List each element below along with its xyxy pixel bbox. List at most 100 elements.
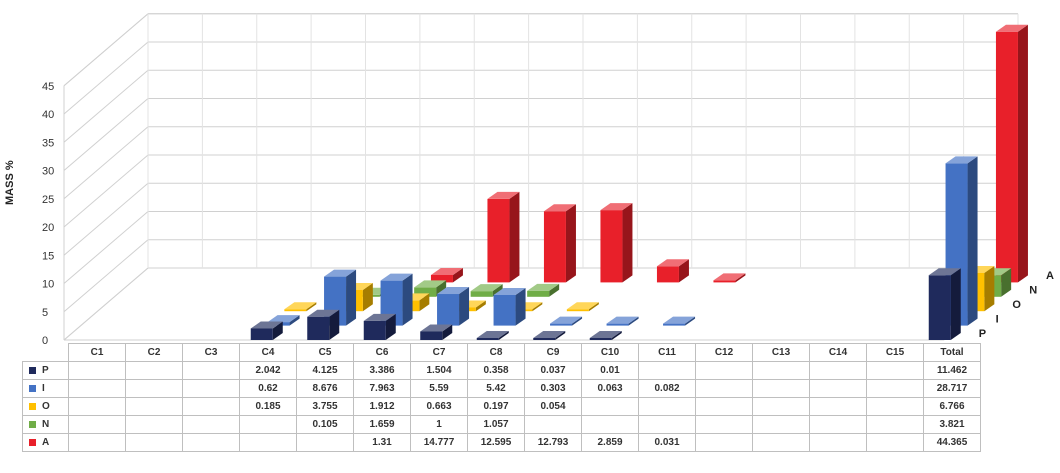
bar-A-C8 xyxy=(543,211,566,283)
x-tick-label: C7 xyxy=(410,343,468,362)
table-cell xyxy=(239,415,297,434)
table-cell xyxy=(182,361,240,380)
table-cell: 11.462 xyxy=(923,361,981,380)
table-cell: 44.365 xyxy=(923,433,981,452)
table-cell: 0.197 xyxy=(467,397,525,416)
table-cell xyxy=(182,379,240,398)
x-tick-label: C11 xyxy=(638,343,696,362)
bar-top-P-C5 xyxy=(307,309,340,317)
bar-P-C9 xyxy=(533,338,556,340)
table-cell: 0.663 xyxy=(410,397,468,416)
x-tick-label: C1 xyxy=(68,343,126,362)
bar-side-P-C10 xyxy=(611,331,622,340)
bar-side-O-C6 xyxy=(419,293,430,312)
bar-side-P-C9 xyxy=(555,331,566,340)
bar-side-O-C4 xyxy=(306,302,317,312)
bar-top-I-Total xyxy=(945,156,978,164)
x-tick-label: C3 xyxy=(182,343,240,362)
bar-I-C7 xyxy=(437,294,460,326)
table-cell xyxy=(125,433,183,452)
bar-top-P-C9 xyxy=(533,331,566,338)
table-cell: 0.037 xyxy=(524,361,582,380)
bar-side-O-Total xyxy=(984,265,995,312)
table-cell xyxy=(809,433,867,452)
bar-top-A-Total xyxy=(995,24,1028,32)
bar-top-P-C6 xyxy=(363,313,396,321)
table-cell xyxy=(866,433,924,452)
table-cell: 0.105 xyxy=(296,415,354,434)
bar-side-O-C5 xyxy=(362,282,373,312)
table-cell xyxy=(524,415,582,434)
bar-top-I-C11 xyxy=(663,316,696,324)
table-cell xyxy=(809,415,867,434)
bar-top-A-C8 xyxy=(543,204,576,212)
table-cell xyxy=(695,397,753,416)
bar-A-C7 xyxy=(487,198,510,283)
table-cell: 2.042 xyxy=(239,361,297,380)
table-row: N 0.105 1.659 1 1.057 3.821 xyxy=(22,415,981,434)
table-cell: 4.125 xyxy=(296,361,354,380)
bar-P-Total xyxy=(928,275,951,340)
gridline-side xyxy=(63,69,149,143)
bar-top-A-C6 xyxy=(430,267,463,275)
bar-P-C6 xyxy=(363,320,386,340)
table-cell xyxy=(809,379,867,398)
table-cell xyxy=(809,397,867,416)
bar-top-A-C11 xyxy=(713,273,746,281)
bar-top-O-C4 xyxy=(284,302,317,310)
bar-P-C10 xyxy=(589,338,612,340)
table-row: A 1.31 14.777 12.595 12.793 2.859 0.031 44.365 xyxy=(22,433,981,452)
bar-side-A-C8 xyxy=(565,204,576,283)
data-table: C1 C2 C3 C4 C5 C6 C7 C8 C9 C10 C11 C12 C13 C14 C15 Tota… xyxy=(22,343,981,452)
y-tick-label: 40 xyxy=(42,109,54,121)
x-tick-label: C10 xyxy=(581,343,639,362)
table-cell: 8.676 xyxy=(296,379,354,398)
table-cell xyxy=(182,415,240,434)
bar-side-A-C7 xyxy=(509,191,520,283)
table-cell xyxy=(695,433,753,452)
gridline-side xyxy=(63,154,149,228)
legend-item-A: A xyxy=(22,433,69,452)
bar-top-I-C10 xyxy=(606,316,639,324)
bar-side-N-C6 xyxy=(436,280,447,297)
x-tick-label: C6 xyxy=(353,343,411,362)
legend-label: A xyxy=(42,437,50,448)
table-cell xyxy=(581,415,639,434)
table-cell: 12.595 xyxy=(467,433,525,452)
table-cell xyxy=(695,415,753,434)
bar-A-C10 xyxy=(656,266,679,283)
table-cell: 6.766 xyxy=(923,397,981,416)
table-cell xyxy=(695,361,753,380)
legend-label: P xyxy=(42,365,49,376)
table-cell: 2.859 xyxy=(581,433,639,452)
bar-I-C10 xyxy=(606,323,629,326)
gridline-side xyxy=(63,239,149,313)
table-cell: 0.303 xyxy=(524,379,582,398)
depth-axis-label-O: O xyxy=(1012,299,1021,311)
bar-top-I-C4 xyxy=(267,315,300,323)
bar-side-A-C9 xyxy=(622,203,633,283)
x-tick-label: C2 xyxy=(125,343,183,362)
bar-O-C4 xyxy=(284,309,307,312)
table-cell xyxy=(296,433,354,452)
bar-P-C7 xyxy=(420,331,443,340)
bar-side-I-C7 xyxy=(459,287,470,326)
table-cell: 0.054 xyxy=(524,397,582,416)
table-corner xyxy=(23,344,69,362)
bar-side-A-Total xyxy=(1017,24,1028,283)
bar-side-I-C6 xyxy=(402,273,413,326)
table-cell: 3.755 xyxy=(296,397,354,416)
bar-top-I-C9 xyxy=(550,316,583,324)
bar-side-O-C9 xyxy=(588,302,599,312)
bar-side-I-C10 xyxy=(628,316,639,326)
bar-top-P-C8 xyxy=(476,330,509,338)
bar-P-C4 xyxy=(250,328,273,340)
bar-I-C8 xyxy=(493,294,516,326)
table-cell xyxy=(125,397,183,416)
bar-side-P-Total xyxy=(950,268,961,340)
x-tick-label: C9 xyxy=(524,343,582,362)
table-cell xyxy=(866,379,924,398)
table-cell xyxy=(182,397,240,416)
bar-side-A-C11 xyxy=(735,273,746,283)
bar-side-P-C5 xyxy=(329,309,340,340)
